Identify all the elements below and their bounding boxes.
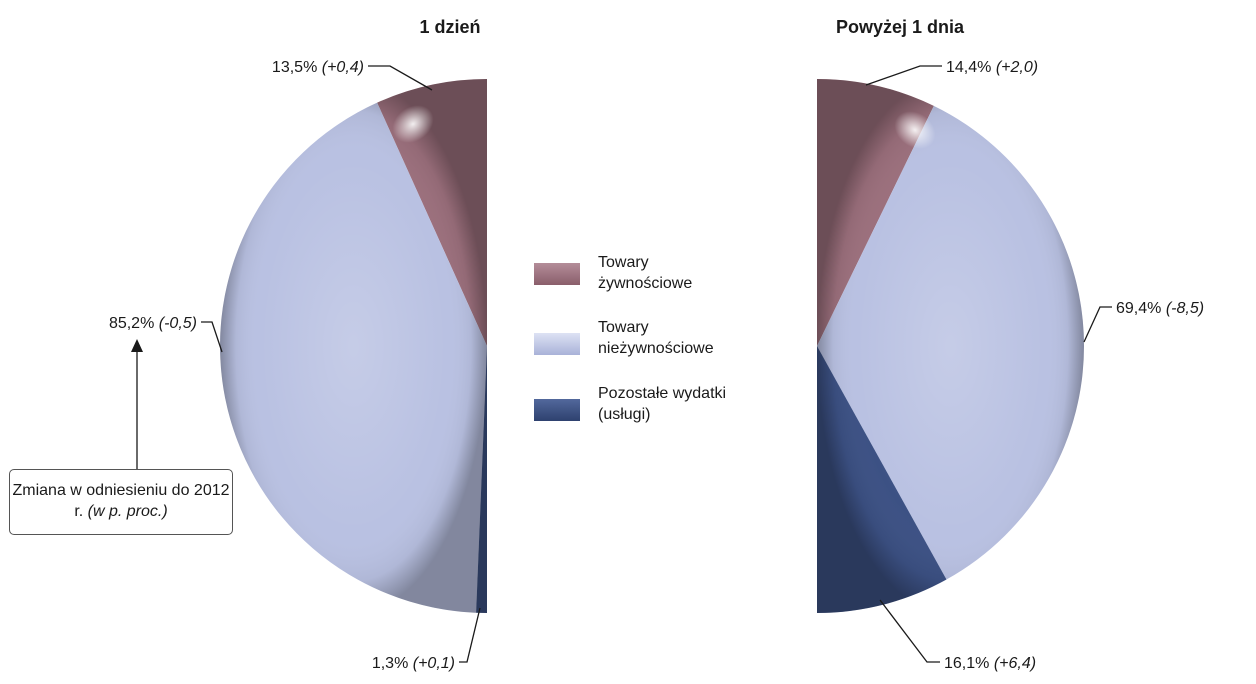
chart-title-1: 1 dzień — [419, 17, 480, 37]
legend-swatch-services — [534, 399, 580, 421]
legend-swatch-food — [534, 263, 580, 285]
pie-1-shading — [220, 79, 487, 613]
label-1day-services: 1,3% (+0,1) — [372, 655, 455, 672]
note-arrow-head — [131, 339, 143, 352]
leader-1day-food — [368, 65, 433, 91]
change-note-emphasis: (w p. proc.) — [87, 503, 168, 520]
pie-over-1-day — [817, 79, 1084, 613]
pie-2-shading — [817, 79, 1084, 613]
pie-1-gloss — [392, 105, 434, 143]
leader-1day-nonfood — [201, 321, 223, 353]
leader-over1day-nonfood — [1083, 306, 1112, 343]
chart-title-2: Powyżej 1 dnia — [836, 17, 965, 37]
leader-over1day-food — [865, 65, 942, 86]
legend-swatch-nonfood — [534, 333, 580, 355]
legend-label-services: Pozostałe wydatki (usługi) — [598, 385, 726, 423]
label-1day-food: 13,5% (+0,4) — [272, 59, 364, 76]
pie-1-day — [220, 79, 487, 613]
pie-2-gloss — [894, 111, 936, 149]
label-1day-nonfood: 85,2% (-0,5) — [109, 315, 197, 332]
legend-label-food: Towary żywnościowe — [598, 254, 692, 292]
label-over1day-food: 14,4% (+2,0) — [946, 59, 1038, 76]
change-note-box: Zmiana w odniesieniu do 2012 r. (w p. pr… — [9, 469, 233, 535]
legend: Towary żywnościowe Towary nieżywnościowe P… — [534, 254, 726, 423]
legend-label-nonfood: Towary nieżywnościowe — [598, 319, 714, 357]
leader-over1day-services — [879, 599, 940, 663]
leader-1day-services — [459, 607, 481, 663]
label-over1day-services: 16,1% (+6,4) — [944, 655, 1036, 672]
change-note-text: Zmiana w odniesieniu do 2012 r. — [12, 482, 230, 520]
label-over1day-nonfood: 69,4% (-8,5) — [1116, 300, 1204, 317]
